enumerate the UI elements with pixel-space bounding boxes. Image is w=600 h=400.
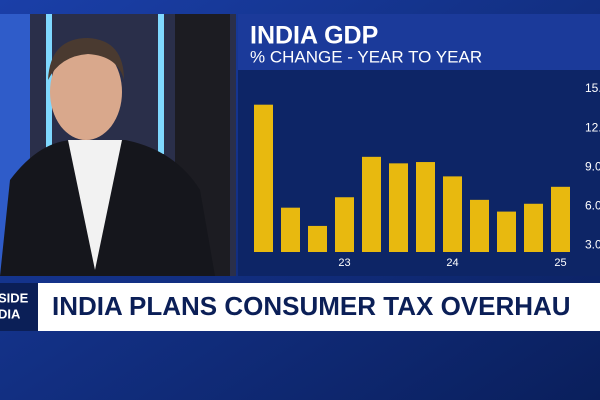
bar	[308, 225, 327, 252]
bar	[335, 197, 354, 252]
bar	[416, 162, 435, 252]
show-tag-line: DIA	[0, 306, 21, 321]
show-tag-line: SIDE	[0, 290, 29, 305]
bar	[470, 199, 489, 252]
bar	[551, 186, 570, 252]
chart-title: INDIA GDP	[250, 22, 378, 50]
video-feed	[0, 14, 236, 276]
show-tag	[0, 283, 38, 331]
y-tick-label: 12.0	[585, 120, 600, 134]
bar	[362, 156, 381, 252]
bar	[524, 203, 543, 252]
bar	[389, 163, 408, 252]
y-tick-label: 3.0	[585, 238, 600, 252]
chart-header	[238, 14, 600, 70]
bar	[254, 104, 273, 252]
bar	[443, 176, 462, 252]
headline: INDIA PLANS CONSUMER TAX OVERHAU	[52, 291, 571, 321]
plot: 3.0 6.0 9.0 12.0 15.0 23 24 25	[254, 81, 600, 269]
bar	[497, 211, 516, 252]
headline-bar	[0, 283, 600, 331]
y-tick-label: 9.0	[585, 159, 600, 173]
bar	[281, 207, 300, 252]
x-tick-label: 24	[446, 257, 458, 269]
chart-subtitle: % CHANGE - YEAR TO YEAR	[250, 47, 482, 66]
y-tick-label: 15.0	[585, 81, 600, 95]
y-tick-label: 6.0	[585, 199, 600, 213]
x-tick-label: 23	[338, 257, 350, 269]
x-tick-label: 25	[554, 257, 566, 269]
